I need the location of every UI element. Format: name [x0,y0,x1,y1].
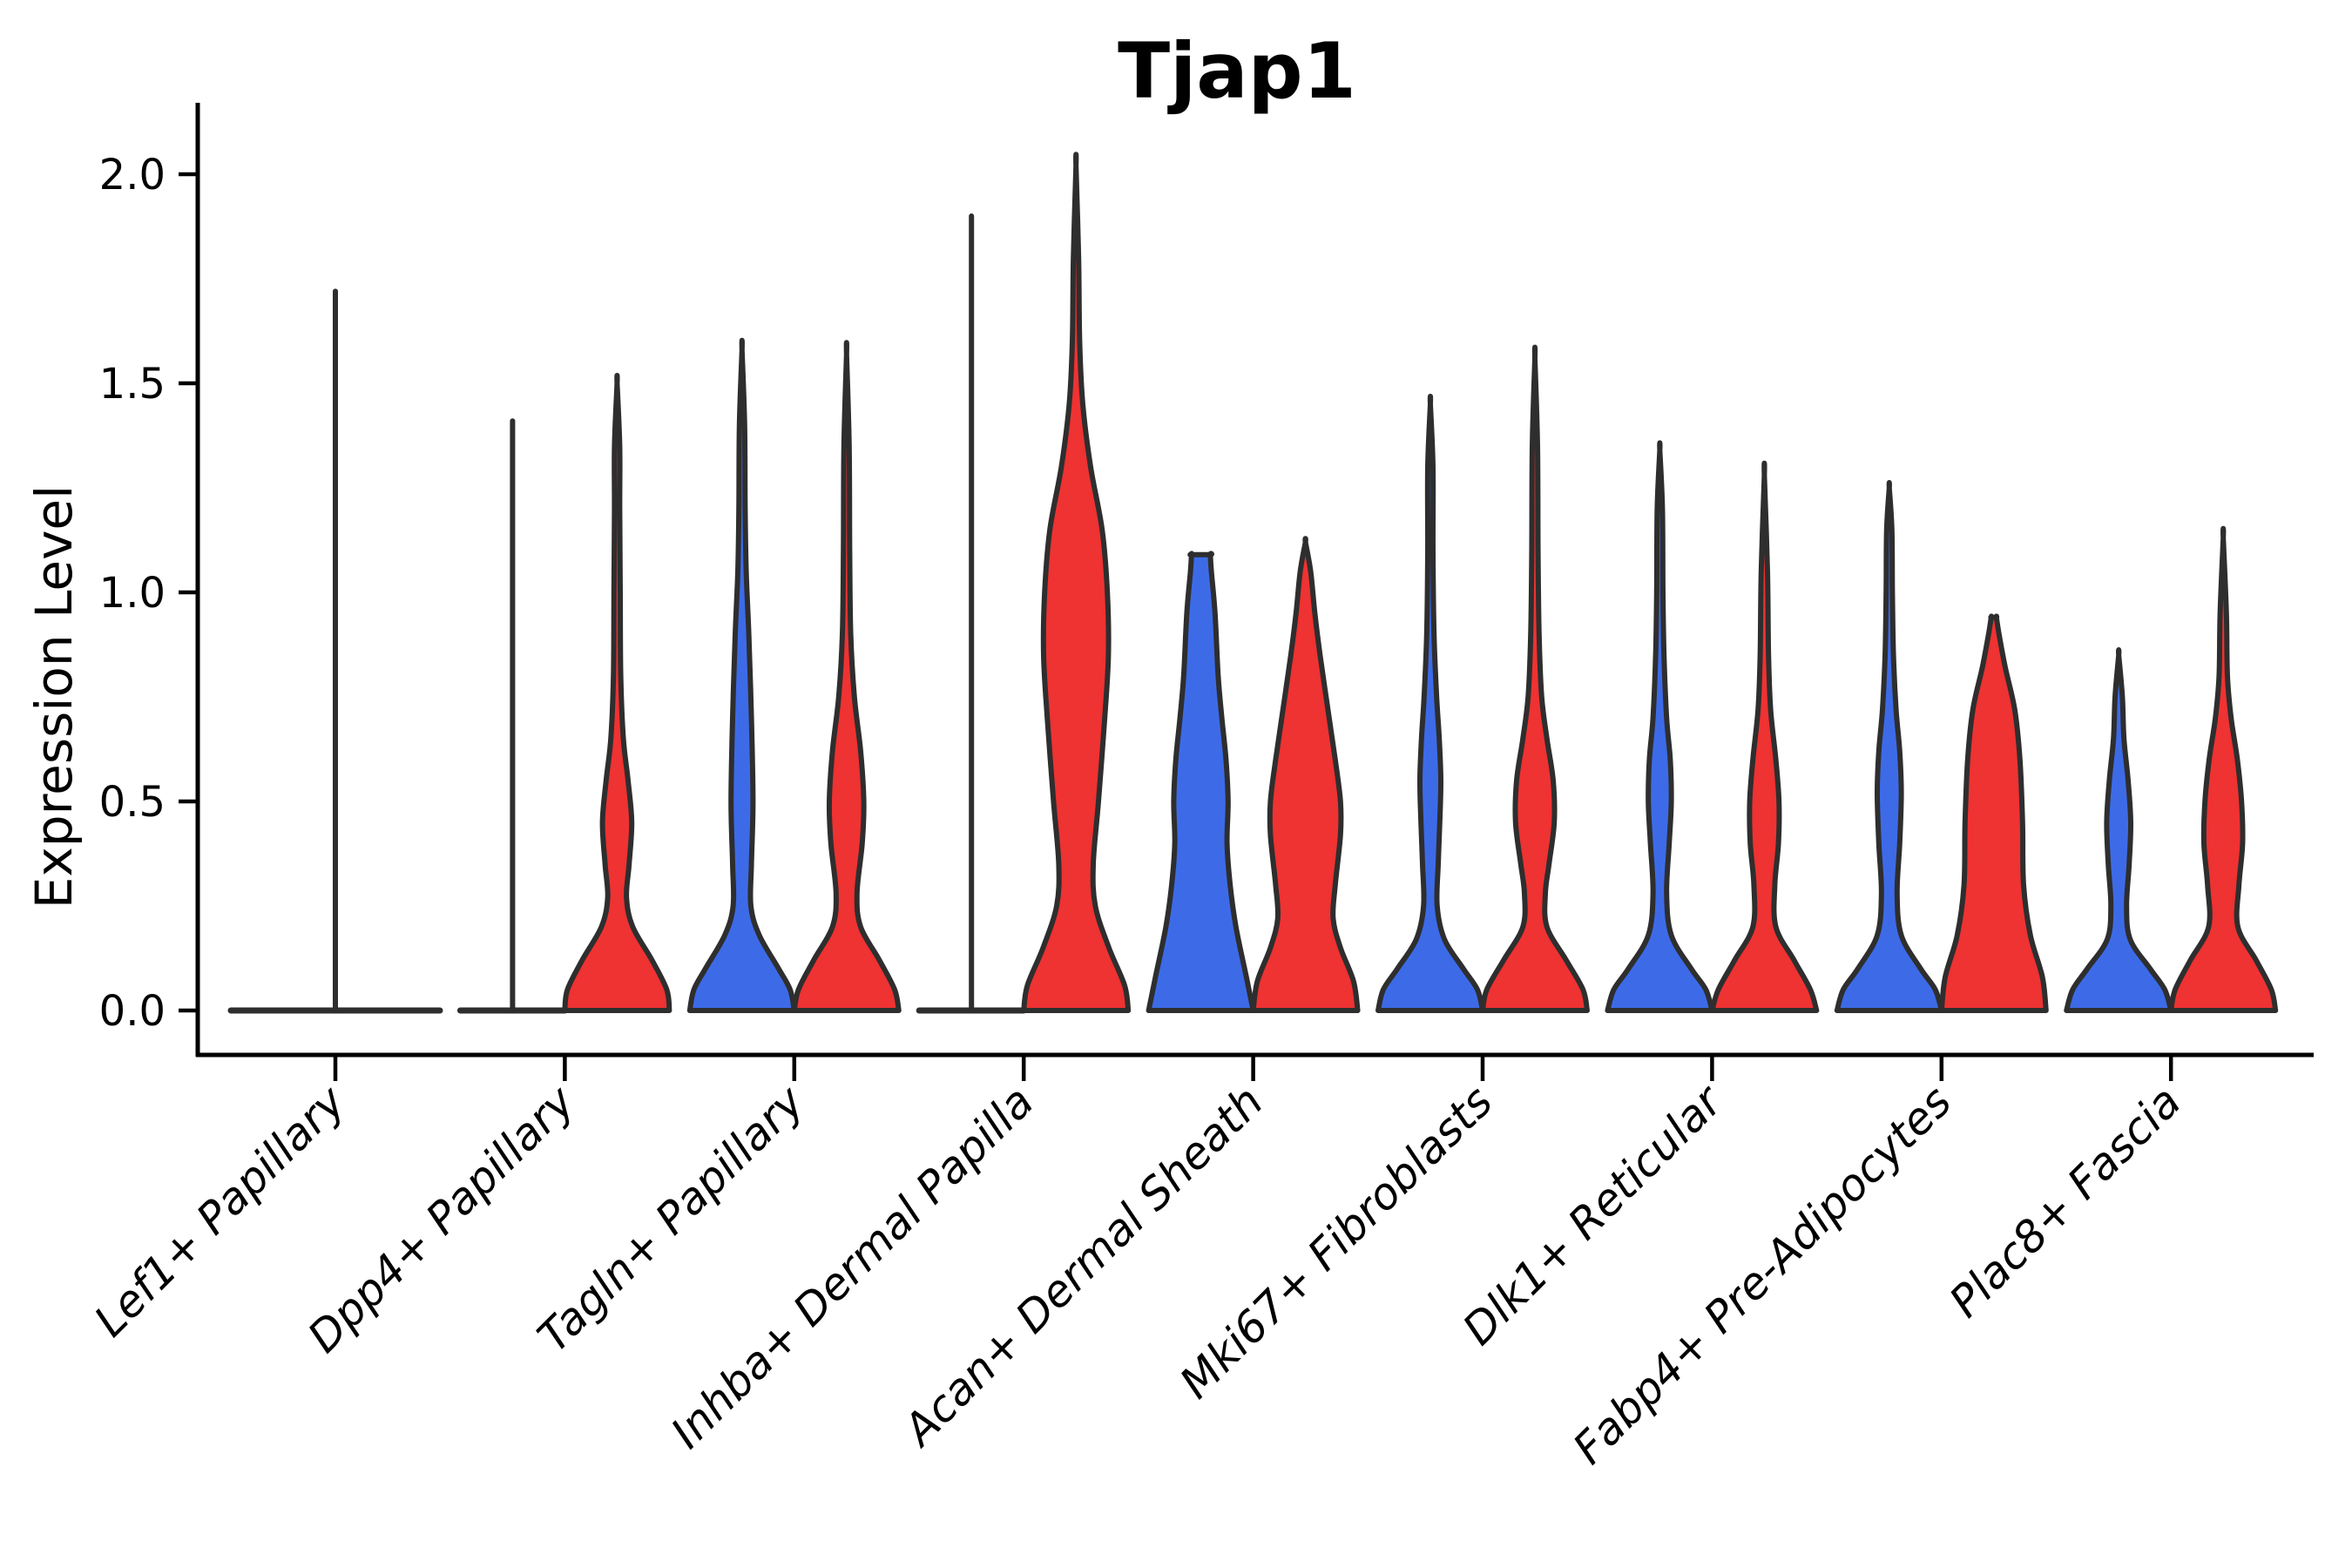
violin-fabp4-pre-adipocytes-blue [1834,480,1944,1013]
chart-title: Tjap1 [1118,26,1356,116]
violin-fabp4-pre-adipocytes-red [1938,613,2049,1013]
y-axis-label: Expression Level [24,485,84,909]
x-tick-label: Acan+ Dermal Sheath [892,1076,1273,1456]
violin-inhba-dermal-papilla-red [1021,152,1132,1013]
violin-tagln-papillary-red [791,340,902,1013]
violin-dlk1-reticular-red [1709,460,1820,1013]
violin-mki67-fibroblasts-blue [1375,394,1485,1013]
violin-plac8-fascia-red [2168,525,2279,1013]
violin-dpp4-papillary-red [562,373,672,1013]
violin-plac8-fascia-blue [2064,647,2174,1013]
y-tick-label: 1.5 [99,360,166,409]
violin-dlk1-reticular-blue [1605,440,1715,1013]
violin-mki67-fibroblasts-red [1480,344,1590,1013]
x-tick-label: Fabp4+ Pre-Adipocytes [1564,1076,1962,1474]
y-tick-label: 0.0 [99,987,166,1036]
y-tick-label: 0.5 [99,778,166,827]
y-axis-ticks: 0.0 0.5 1.0 1.5 2.0 [99,151,198,1036]
x-tick-label: Lef1+ Papillary [84,1075,355,1346]
y-tick-label: 2.0 [99,151,166,199]
violin-tagln-papillary-blue [686,337,797,1013]
violin-bodies [227,152,2279,1014]
y-tick-label: 1.0 [99,569,166,618]
x-tick-label: Plac8+ Fascia [1940,1076,2191,1327]
violin-acan-dermal-sheath-red [1250,536,1361,1013]
x-tick-label: Inhba+ Dermal Papilla [661,1076,1043,1457]
violin-acan-dermal-sheath-blue [1146,551,1256,1013]
